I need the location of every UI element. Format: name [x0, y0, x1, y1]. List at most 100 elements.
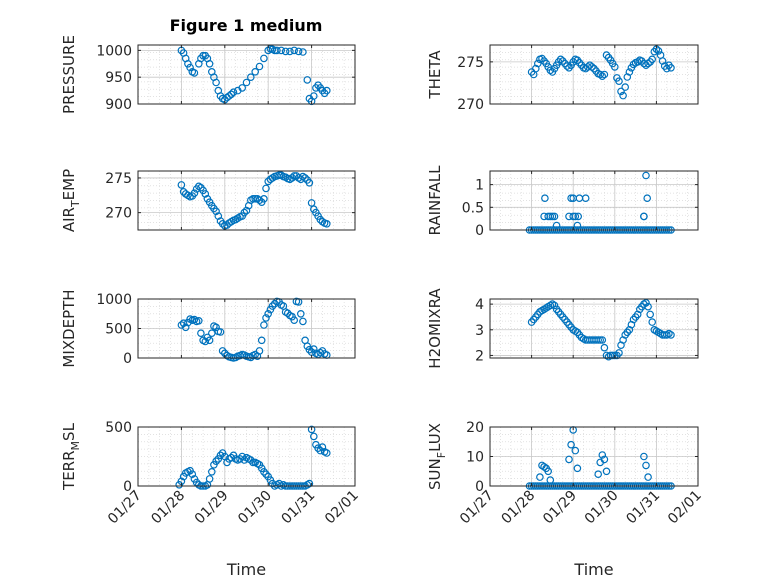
data-point [281, 47, 290, 56]
data-point [212, 457, 220, 466]
data-point [600, 70, 609, 79]
data-point [598, 336, 607, 344]
y-axis-label: TERRMSL [60, 422, 82, 491]
data-point [567, 194, 575, 203]
data-point [596, 336, 605, 344]
data-point [550, 212, 559, 221]
data-point [648, 55, 657, 64]
data-point [218, 347, 227, 355]
axes-box [489, 170, 699, 231]
data-point [296, 309, 305, 318]
y-tick-label: 1000 [96, 43, 132, 59]
axes-box [489, 298, 699, 359]
data-point [277, 46, 286, 55]
data-point [617, 87, 625, 96]
data-point [565, 455, 573, 464]
data-point [177, 321, 186, 329]
data-point [643, 194, 652, 203]
axes-box [137, 44, 356, 105]
data-point [546, 66, 555, 75]
data-point [316, 348, 325, 357]
data-point [251, 68, 260, 76]
data-point [608, 351, 617, 360]
data-point [322, 86, 331, 95]
data-point [273, 46, 281, 55]
data-point [257, 336, 266, 345]
data-point [305, 345, 314, 354]
data-point [642, 171, 650, 180]
data-point [571, 212, 580, 221]
y-axis-label: PRESSURE [60, 35, 78, 114]
y-tick-label: 0 [123, 351, 132, 367]
data-point [188, 470, 197, 479]
data-point [240, 208, 249, 217]
data-point [216, 328, 225, 336]
data-point [307, 199, 316, 207]
y-tick-label: 270 [457, 97, 484, 113]
data-point [540, 462, 548, 471]
data-point [264, 309, 273, 318]
data-point [275, 171, 283, 180]
data-point [268, 302, 277, 310]
y-tick-label: 0 [475, 223, 484, 239]
figure-title: Figure 1 medium [170, 16, 323, 35]
data-point [251, 195, 260, 203]
y-tick-label: 0 [123, 479, 132, 495]
data-point [190, 315, 199, 324]
data-point [544, 467, 553, 476]
data-point [299, 317, 307, 326]
data-point [247, 456, 255, 464]
data-point [569, 212, 578, 221]
data-point [667, 331, 675, 339]
data-point [563, 62, 571, 70]
data-point [201, 190, 210, 198]
data-point [625, 68, 634, 76]
data-point [567, 440, 575, 449]
data-point [201, 337, 210, 346]
data-point [574, 212, 583, 221]
data-point [262, 470, 270, 479]
data-point [212, 207, 220, 216]
data-point [644, 59, 652, 68]
y-axis-label: RAINFALL [426, 165, 444, 236]
y-tick-label: 950 [105, 70, 132, 86]
data-point [309, 345, 318, 353]
subplot-6: 2 3 4 H2OMIXRA [426, 288, 699, 369]
data-point [205, 336, 214, 345]
data-point [307, 425, 316, 434]
data-point [309, 432, 318, 441]
data-point [581, 194, 590, 203]
y-axis-label: H2OMIXRA [426, 288, 444, 369]
y-tick-label: 2 [475, 348, 484, 364]
data-point [648, 318, 657, 326]
y-tick-label: 0.5 [462, 200, 484, 216]
data-point [619, 91, 627, 100]
data-point [242, 78, 251, 87]
data-point [640, 212, 648, 221]
data-point [305, 179, 314, 187]
data-point [602, 467, 611, 476]
plot-area [490, 171, 698, 230]
data-point [216, 451, 225, 460]
data-point [262, 184, 270, 193]
data-point [642, 298, 650, 307]
data-point [212, 78, 220, 87]
data-point [546, 476, 555, 484]
data-point [260, 321, 268, 329]
data-point [195, 316, 203, 325]
data-point [255, 196, 264, 205]
data-point [197, 329, 205, 338]
data-point [600, 455, 609, 464]
x-axis-label: Time [573, 560, 613, 579]
data-point [299, 48, 307, 56]
y-tick-label: 0 [475, 479, 484, 495]
data-point [600, 343, 609, 352]
data-point [546, 212, 555, 221]
x-axis-label: Time [226, 560, 266, 579]
y-tick-label: 4 [475, 297, 484, 313]
data-point [238, 84, 247, 92]
y-axis-label: SUNFLUX [426, 423, 448, 490]
data-point [290, 172, 299, 180]
data-point [305, 479, 314, 488]
